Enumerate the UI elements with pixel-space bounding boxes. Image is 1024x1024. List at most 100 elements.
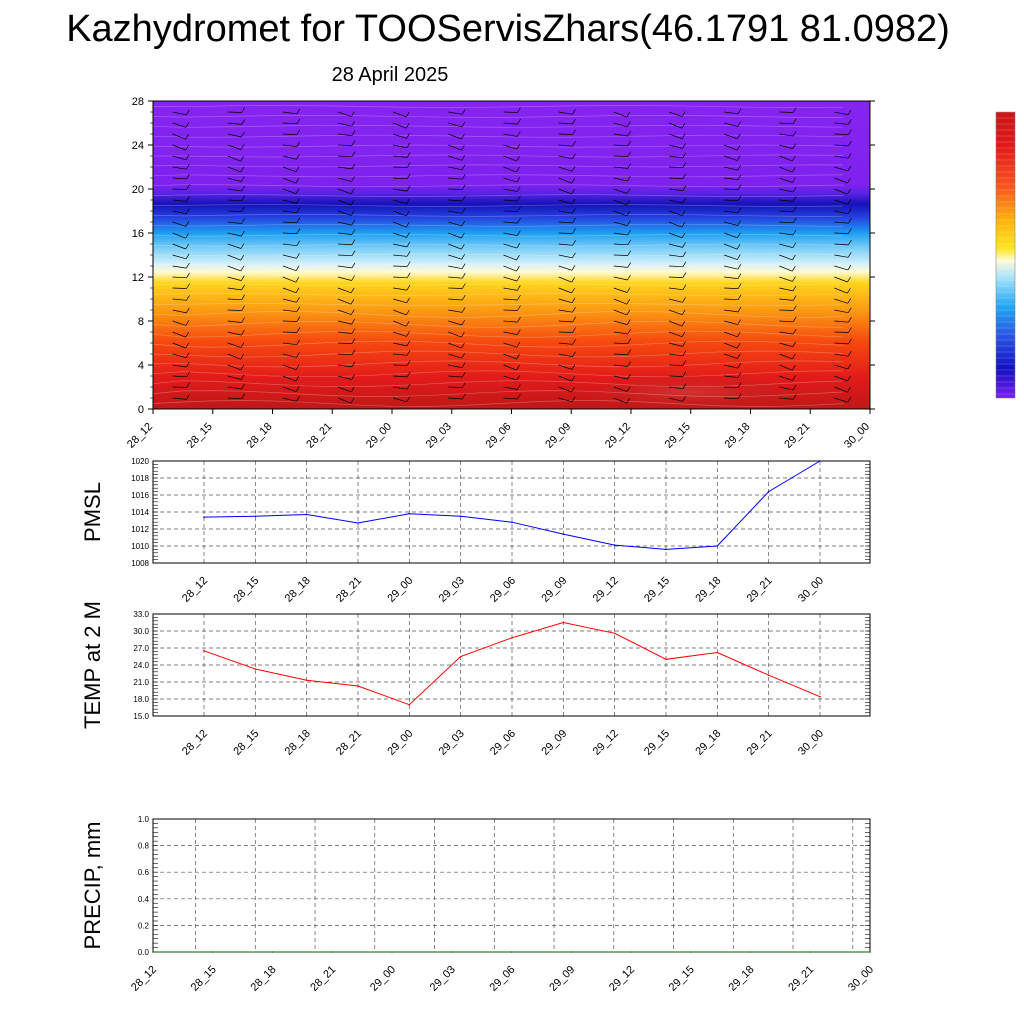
wind-barb	[337, 353, 353, 356]
wind-barb	[668, 199, 683, 204]
wind-barb-flag	[847, 165, 852, 172]
wind-barb	[668, 276, 683, 278]
wind-barb-flag	[572, 351, 576, 357]
wind-barb-flag	[737, 306, 742, 313]
wind-barb	[393, 188, 408, 192]
wind-barb	[227, 210, 242, 212]
wind-barb	[393, 342, 407, 347]
wind-barb-flag	[350, 287, 355, 293]
wind-barb-flag	[461, 319, 466, 326]
wind-barb	[834, 144, 849, 147]
data-point	[305, 513, 308, 516]
y-tick-label: 1010	[131, 542, 149, 551]
wind-barb	[448, 210, 463, 214]
contour-line	[152, 350, 844, 358]
wind-barb	[227, 254, 241, 261]
data-point	[613, 632, 616, 635]
wind-barb-flag	[626, 309, 631, 316]
wind-barb	[393, 232, 407, 238]
wind-barb-flag	[736, 244, 741, 250]
wind-barb	[337, 243, 353, 245]
wind-barb	[779, 287, 794, 292]
wind-barb-flag	[682, 297, 686, 303]
data-point	[459, 515, 462, 518]
data-point	[152, 951, 154, 953]
heatmap-fill	[153, 101, 870, 409]
wind-barb-flag	[461, 307, 466, 313]
wind-barb-flag	[296, 306, 301, 312]
wind-barb	[558, 287, 572, 294]
wind-barb-flag	[405, 111, 410, 118]
wind-barb	[227, 397, 242, 400]
wind-barb	[448, 397, 463, 400]
wind-barb	[503, 232, 518, 236]
wind-barb-flag	[682, 272, 687, 278]
wind-barb-flag	[682, 261, 687, 267]
wind-barb	[613, 397, 627, 404]
panel-frame	[152, 460, 871, 564]
wind-barb	[337, 320, 352, 325]
wind-barb-flag	[516, 143, 521, 150]
wind-barb-flag	[682, 242, 686, 248]
wind-barb-flag	[847, 109, 852, 115]
x-tick-label: 29_12	[607, 964, 637, 994]
wind-barb	[613, 243, 628, 246]
wind-barb-flag	[792, 375, 796, 381]
wind-barb-flag	[571, 364, 576, 370]
wind-barb-flag	[517, 294, 521, 301]
wind-barb-flag	[406, 185, 411, 192]
wind-barb	[613, 221, 628, 226]
wind-barb-flag	[185, 109, 190, 115]
wind-barb-flag	[461, 263, 466, 269]
wind-barb-flag	[516, 275, 521, 282]
wind-barb-flag	[517, 195, 521, 202]
contour-line	[152, 380, 844, 388]
x-tick-label: 29_09	[539, 575, 569, 605]
wind-barb	[448, 111, 463, 115]
contour-line	[152, 174, 844, 178]
wind-barb	[337, 199, 352, 206]
wind-barb-flag	[295, 265, 300, 271]
wind-barb	[282, 133, 297, 135]
wind-barb-flag	[848, 140, 852, 147]
x-tick-label: 29_21	[782, 421, 812, 451]
x-tick-label: 28_15	[185, 421, 215, 451]
wind-barb-flag	[406, 272, 411, 278]
x-tick-label: 28_12	[125, 421, 155, 451]
wind-barb-flag	[296, 129, 301, 135]
wind-barb-flag	[792, 285, 797, 292]
wind-barb	[172, 265, 187, 269]
wind-barb-flag	[737, 283, 742, 289]
wind-barb-flag	[792, 196, 797, 202]
wind-barb-flag	[737, 372, 742, 378]
wind-barb-flag	[626, 210, 631, 217]
wind-barb-flag	[682, 143, 686, 149]
wind-barb	[282, 254, 297, 259]
wind-barb-flag	[571, 396, 576, 402]
wind-barb-flag	[240, 144, 245, 150]
wind-barb-flag	[682, 371, 687, 377]
y-tick-label: 4	[138, 360, 144, 372]
x-tick-label: 28_15	[189, 964, 219, 994]
wind-barb	[723, 133, 738, 140]
contour-line	[152, 370, 844, 378]
wind-barb	[448, 298, 463, 301]
contour-line	[152, 303, 844, 306]
wind-barb-flag	[848, 119, 852, 125]
wind-barb	[668, 298, 683, 303]
data-point	[212, 951, 214, 953]
wind-barb	[337, 188, 352, 195]
x-tick-label: 29_03	[428, 964, 458, 994]
wind-barb	[834, 221, 849, 224]
wind-barb-flag	[461, 273, 466, 279]
data-point	[690, 951, 692, 953]
wind-barb	[834, 320, 849, 323]
wind-barb-flag	[792, 155, 796, 162]
y-tick-label: 24.0	[133, 661, 149, 670]
wind-barb-flag	[240, 342, 245, 348]
wind-barb	[503, 221, 518, 224]
wind-barb	[172, 320, 187, 326]
wind-barb	[558, 320, 573, 323]
wind-barb-flag	[296, 108, 301, 114]
wind-barb	[227, 386, 242, 390]
